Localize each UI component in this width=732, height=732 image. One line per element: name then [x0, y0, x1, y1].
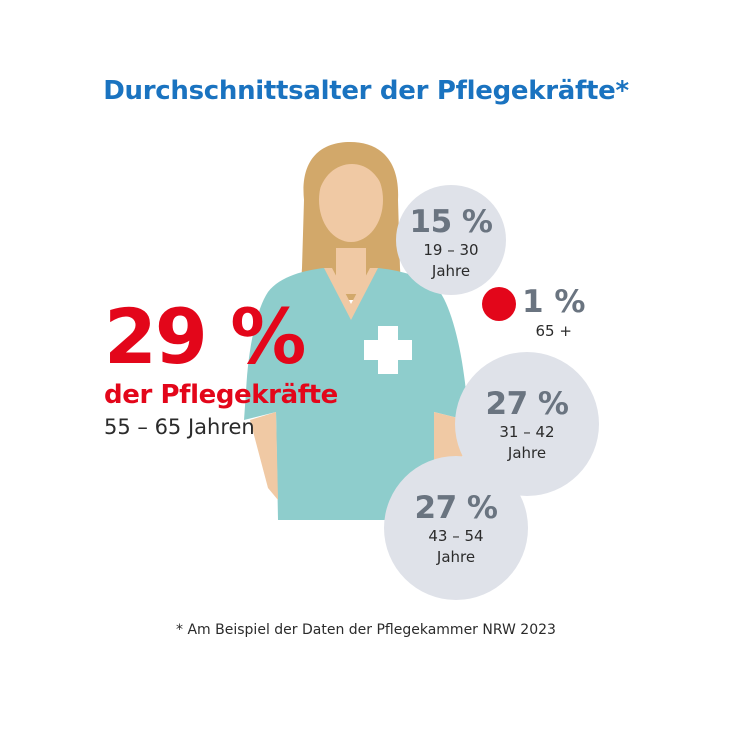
- bubble-43-54: [384, 456, 528, 600]
- bubble-65plus-range: 65 +: [535, 322, 572, 340]
- bubble-31-42-value: 27 %: [485, 386, 570, 422]
- bubble-43-54-value: 27 %: [414, 490, 499, 526]
- footnote: * Am Beispiel der Daten der Pflegekammer…: [176, 622, 556, 638]
- bubble-19-30: [396, 185, 506, 295]
- collar: [324, 268, 378, 320]
- bubble-19-30-value: 15 %: [409, 204, 494, 240]
- bubble-43-54-text: 27 % 43 – 54 Jahre: [391, 490, 521, 568]
- bubble-19-30-unit: Jahre: [431, 262, 471, 280]
- bubble-31-42-range: 31 – 42: [499, 423, 555, 441]
- bubble-31-42: [455, 352, 599, 496]
- highlight-range: 55 – 65 Jahren: [104, 415, 255, 439]
- face: [319, 158, 383, 242]
- left-arm: [250, 412, 278, 500]
- bubble-19-30-text: 15 % 19 – 30 Jahre: [396, 204, 506, 282]
- hair-front: [318, 148, 386, 196]
- marker-65plus: [482, 287, 516, 321]
- bubble-31-42-text: 27 % 31 – 42 Jahre: [462, 386, 592, 464]
- bubble-43-54-unit: Jahre: [436, 548, 476, 566]
- chart-title: Durchschnittsalter der Pflegekräfte*: [103, 76, 629, 106]
- bubble-19-30-range: 19 – 30: [423, 241, 479, 259]
- highlight-label: der Pflegekräfte: [104, 380, 338, 410]
- bubble-65plus-text: 1 % 65 +: [522, 284, 585, 342]
- cross-icon-h: [364, 340, 412, 360]
- scrubs: [244, 268, 466, 520]
- bubble-65plus-value: 1 %: [522, 284, 586, 320]
- bubble-43-54-range: 43 – 54: [428, 527, 484, 545]
- highlight-value: 29 %: [104, 292, 306, 381]
- bubble-31-42-unit: Jahre: [507, 444, 547, 462]
